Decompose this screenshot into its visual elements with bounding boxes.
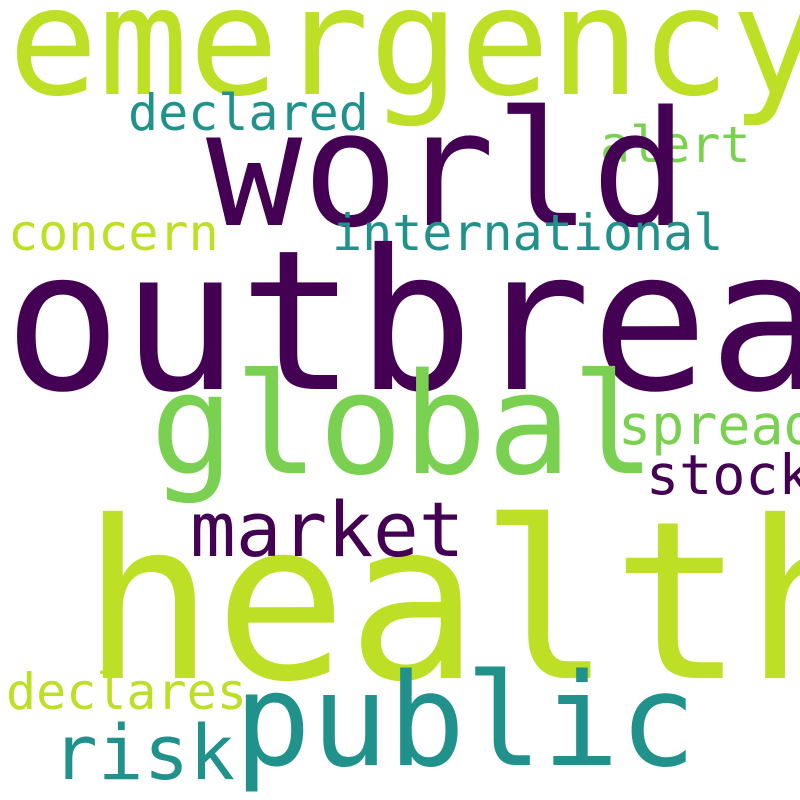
word-emergency: emergency [8,0,800,130]
word-stock: stock [646,443,800,507]
word-public: public [234,647,697,796]
word-declared: declared [128,84,369,142]
word-global: global [150,344,656,507]
word-international: international [332,204,724,262]
word-concern: concern [8,204,219,262]
word-spread: spread [618,393,800,457]
word-outbreak: outbreak [4,208,800,435]
word-world: world [206,76,688,263]
word-market: market [190,485,465,574]
word-health: health [82,474,800,730]
word-declares: declares [6,663,247,721]
word-risk: risk [52,708,236,797]
word-alert: alert [600,116,751,174]
